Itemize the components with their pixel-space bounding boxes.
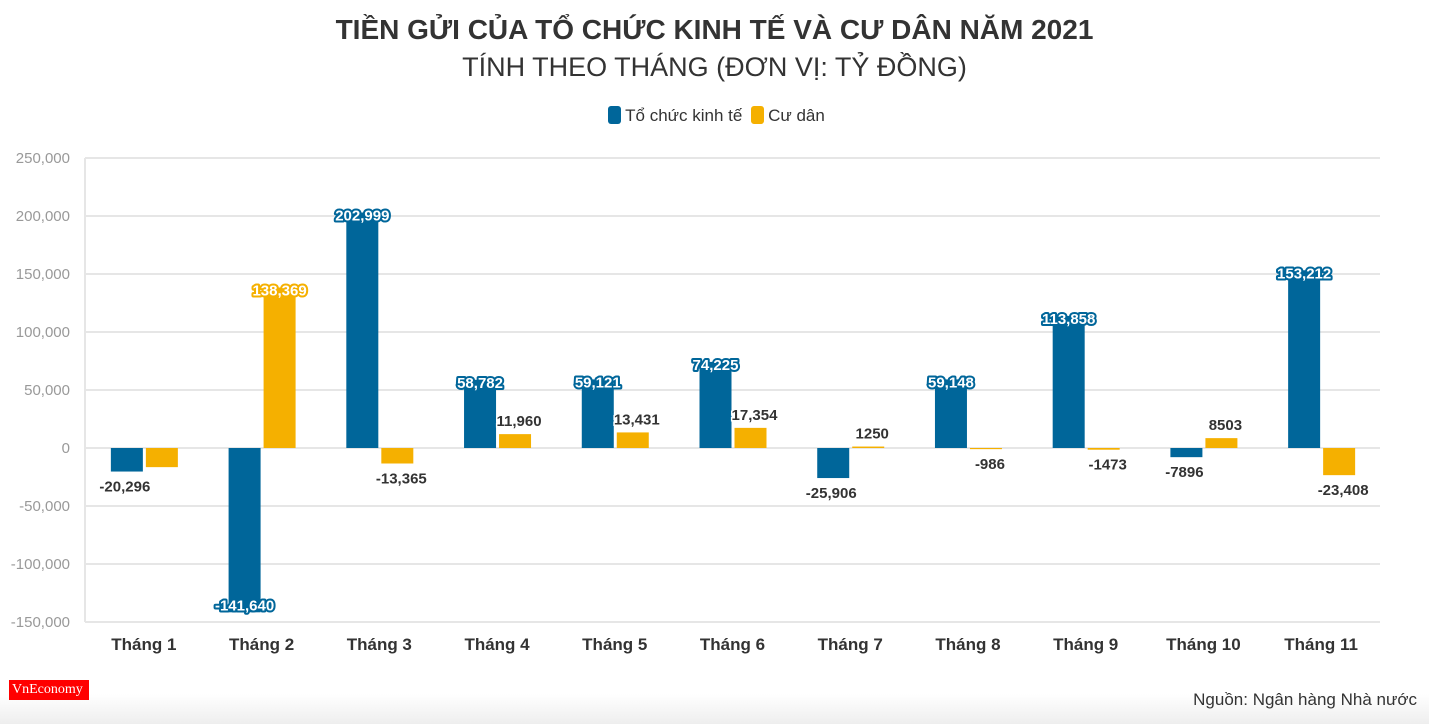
y-tick-label: -100,000 <box>11 556 70 573</box>
data-label: -7896 <box>1165 464 1203 481</box>
data-label: 138,369 <box>252 282 306 299</box>
x-tick-label: Tháng 4 <box>464 635 530 654</box>
x-tick-label: Tháng 9 <box>1053 635 1118 654</box>
y-tick-label: 200,000 <box>16 208 70 225</box>
legend-swatch-orange <box>751 106 765 124</box>
data-label: -141,640 <box>215 597 274 614</box>
bar-to-chuc-kinh-te <box>1288 270 1321 448</box>
data-label: 58,782 <box>457 375 503 392</box>
bar-cu-dan <box>1087 448 1120 450</box>
data-label: 13,431 <box>614 411 660 428</box>
bar-to-chuc-kinh-te <box>228 448 261 613</box>
data-label: 59,148 <box>928 374 974 391</box>
x-tick-label: Tháng 2 <box>229 635 294 654</box>
bar-to-chuc-kinh-te <box>464 379 497 448</box>
x-tick-label: Tháng 7 <box>818 635 883 654</box>
data-label: 11,960 <box>497 413 542 430</box>
bar-cu-dan <box>499 434 532 448</box>
data-label: 74,225 <box>693 357 739 374</box>
bar-to-chuc-kinh-te <box>817 448 850 479</box>
x-tick-label: Tháng 3 <box>347 635 412 654</box>
bar-to-chuc-kinh-te <box>346 212 379 448</box>
data-label: 1250 <box>856 426 889 443</box>
x-tick-label: Tháng 11 <box>1284 635 1358 654</box>
source-note: Nguồn: Ngân hàng Nhà nước <box>1193 690 1417 709</box>
data-label: 113,858 <box>1042 311 1095 328</box>
data-label: 8503 <box>1209 417 1242 434</box>
data-label: -13,365 <box>376 471 427 488</box>
bar-to-chuc-kinh-te <box>581 379 614 448</box>
bar-cu-dan <box>969 448 1002 450</box>
data-label: 59,121 <box>575 374 621 391</box>
y-tick-label: 100,000 <box>16 324 70 341</box>
bar-to-chuc-kinh-te <box>699 361 732 448</box>
legend: Tổ chức kinh tế Cư dân <box>0 106 1429 126</box>
y-tick-label: 250,000 <box>16 150 70 167</box>
legend-swatch-blue <box>608 106 622 124</box>
chart-title: TIỀN GỬI CỦA TỔ CHỨC KINH TẾ VÀ CƯ DÂN N… <box>335 14 1094 45</box>
data-label: 202,999 <box>335 208 389 225</box>
bar-cu-dan <box>616 432 649 448</box>
bar-cu-dan <box>145 448 178 468</box>
bar-to-chuc-kinh-te <box>110 448 143 472</box>
data-label: 153,212 <box>1277 265 1331 282</box>
data-label: -986 <box>975 456 1005 473</box>
data-label: -1473 <box>1088 457 1126 474</box>
x-tick-label: Tháng 10 <box>1166 635 1241 654</box>
x-tick-label: Tháng 5 <box>582 635 647 654</box>
bar-to-chuc-kinh-te <box>934 379 967 448</box>
y-tick-label: 50,000 <box>24 382 70 399</box>
bar-to-chuc-kinh-te <box>1170 448 1203 458</box>
y-tick-label: 0 <box>62 440 70 457</box>
bar-cu-dan <box>1205 438 1238 448</box>
data-label: -23,408 <box>1318 482 1369 499</box>
y-tick-label: -50,000 <box>19 498 70 515</box>
data-label: 17,354 <box>732 407 779 424</box>
legend-label-1: Cư dân <box>768 106 825 125</box>
bar-cu-dan <box>852 446 885 448</box>
bar-cu-dan <box>381 448 414 464</box>
y-tick-label: 150,000 <box>16 266 70 283</box>
data-label: -20,296 <box>99 479 150 496</box>
bar-cu-dan <box>263 287 296 448</box>
chart-subtitle: TÍNH THEO THÁNG (ĐƠN VỊ: TỶ ĐỒNG) <box>462 52 967 82</box>
x-tick-label: Tháng 8 <box>935 635 1000 654</box>
x-tick-label: Tháng 6 <box>700 635 765 654</box>
bar-to-chuc-kinh-te <box>1052 315 1085 448</box>
data-label: -25,906 <box>806 485 857 502</box>
legend-label-0: Tổ chức kinh tế <box>625 106 743 125</box>
bar-cu-dan <box>1323 448 1356 476</box>
vneconomy-logo: VnEconomy <box>9 680 89 700</box>
x-tick-label: Tháng 1 <box>111 635 176 654</box>
y-tick-label: -150,000 <box>11 614 70 631</box>
bar-cu-dan <box>734 427 767 448</box>
